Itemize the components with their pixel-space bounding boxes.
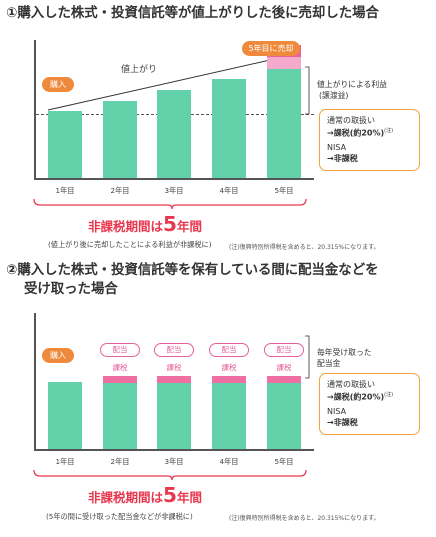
period-2-num: 5	[163, 483, 177, 507]
chart2-x-tick-label: 3年目	[164, 457, 184, 466]
tax-box-1-line2: →課税(約20%)	[327, 128, 385, 138]
chart2-x-tick-label: 1年目	[55, 457, 75, 466]
tax-box-2-line2: →課税(約20%)	[327, 392, 385, 402]
tax-box-1-line4: →非課税	[327, 153, 358, 163]
chart2-dividend-band	[267, 376, 301, 384]
chart2-kazei-label: 課税	[221, 363, 237, 373]
chart1-bar-3	[157, 90, 191, 178]
section1-heading: ①購入した株式・投資信託等が値上がりした後に売却した場合	[6, 6, 379, 21]
chart2-x-axis	[34, 449, 314, 451]
chart1-bar-1	[48, 111, 82, 178]
chart2-haito-badge: 配当	[264, 343, 304, 358]
chart2-kazei-label: 課税	[276, 363, 292, 373]
tax-box-2-line4: →非課税	[327, 417, 358, 427]
chart2-bar-1	[48, 382, 82, 449]
chart1-bar-5	[267, 68, 301, 178]
tax-box-1: 通常の取扱い →課税(約20%)(注) NISA →非課税	[319, 109, 420, 171]
chart2-kazei-label: 課税	[166, 363, 182, 373]
tax-box-2: 通常の取扱い →課税(約20%)(注) NISA →非課税	[319, 373, 420, 435]
sub-note-2: (5年の間に受け取った配当金などが非課税に)	[46, 512, 193, 521]
tax-box-1-line1: 通常の取扱い	[327, 116, 375, 125]
foot-note-1: (注)復興特別所得税を含めると、20.315%になります。	[229, 244, 380, 251]
chart1-bar-4	[212, 79, 246, 178]
dividend-side-2: 配当金	[317, 359, 341, 368]
chart2-dividend-band	[157, 376, 191, 384]
chart1-y-axis	[34, 40, 36, 179]
tax-box-1-line3: NISA	[327, 142, 347, 152]
tax-box-2-line3: NISA	[327, 406, 347, 416]
chart2-x-tick-label: 4年目	[219, 457, 239, 466]
period-1-post: 年間	[176, 219, 202, 234]
chart2-dividend-band	[212, 376, 246, 384]
sell-tag: 5年目に売却	[242, 41, 300, 56]
chart2-bar-3	[157, 382, 191, 449]
chart2-bar-4	[212, 382, 246, 449]
sub-note-1: (値上がり後に売却したことによる利益が非課税に)	[48, 240, 212, 249]
chart2-x-tick-label: 5年目	[274, 457, 294, 466]
section2-heading-2: 受け取った場合	[24, 282, 118, 297]
foot-note-2: (注)復興特別所得税を含めると、20.315%になります。	[229, 515, 380, 522]
period-2-pre: 非課税期間は	[88, 490, 164, 505]
chart1-bar-2	[103, 100, 137, 178]
chart2-y-axis	[34, 313, 36, 450]
chart2-kazei-label: 課税	[112, 363, 128, 373]
chart2-haito-badge: 配当	[100, 343, 140, 358]
tax-box-2-sup: (注)	[384, 392, 394, 398]
rise-label: 値上がり	[121, 65, 158, 75]
chart1-x-axis	[34, 178, 314, 180]
dividend-side-1: 毎年受け取った	[317, 348, 372, 357]
chart2-haito-badge: 配当	[209, 343, 249, 358]
chart2-dividend-band	[103, 376, 137, 384]
period-text-2: 非課税期間は5年間	[88, 483, 202, 507]
buy-tag-1: 購入	[42, 77, 74, 92]
chart2-bar-5	[267, 382, 301, 449]
chart1-x-tick-label: 3年目	[164, 186, 184, 195]
gain-label-1: 値上がりによる利益	[317, 80, 387, 89]
period-1-num: 5	[163, 212, 177, 236]
tax-box-2-line1: 通常の取扱い	[327, 380, 375, 389]
chart1-x-tick-label: 5年目	[274, 186, 294, 195]
chart1-x-tick-label: 4年目	[219, 186, 239, 195]
chart2-x-tick-label: 2年目	[110, 457, 130, 466]
period-1-pre: 非課税期間は	[88, 219, 164, 234]
tax-box-1-sup: (注)	[384, 128, 394, 134]
period-2-post: 年間	[176, 490, 202, 505]
period-text-1: 非課税期間は5年間	[88, 212, 202, 236]
buy-tag-2: 購入	[42, 348, 74, 363]
chart1-x-tick-label: 2年目	[110, 186, 130, 195]
chart2-haito-badge: 配当	[154, 343, 194, 358]
section2-heading-1: ②購入した株式・投資信託等を保有している間に配当金などを	[6, 263, 379, 278]
chart2-bar-2	[103, 382, 137, 449]
chart1-x-tick-label: 1年目	[55, 186, 75, 195]
gain-label-2: (譲渡益)	[319, 91, 349, 100]
